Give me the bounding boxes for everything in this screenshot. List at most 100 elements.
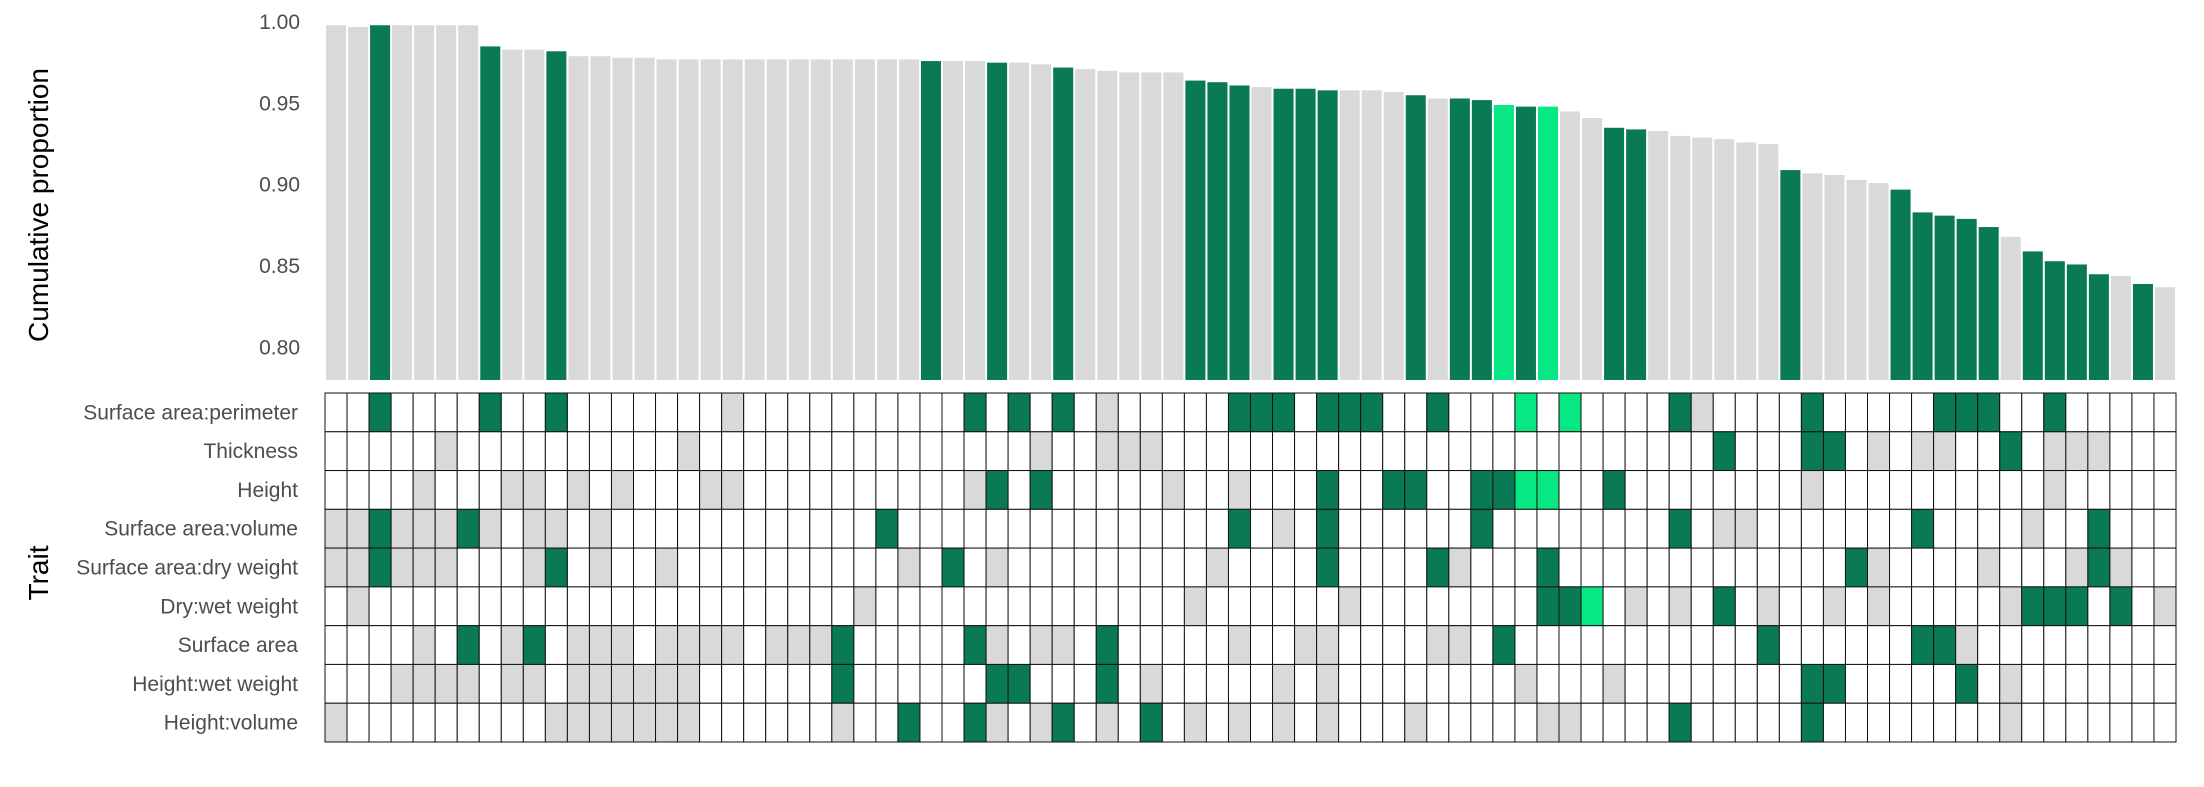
bar bbox=[876, 59, 897, 380]
matrix-cell bbox=[1822, 470, 1846, 510]
matrix-cell bbox=[1404, 586, 1428, 627]
matrix-cell bbox=[1977, 470, 2001, 510]
matrix-cell bbox=[1250, 702, 1274, 743]
matrix-cell bbox=[831, 431, 855, 472]
matrix-cell bbox=[765, 392, 789, 433]
bar bbox=[1075, 69, 1096, 380]
matrix-cell bbox=[1051, 586, 1075, 627]
matrix-cell bbox=[390, 625, 414, 665]
bar bbox=[1802, 173, 1823, 380]
matrix-cell bbox=[1404, 392, 1428, 433]
matrix-cell bbox=[1756, 702, 1780, 743]
matrix-cell bbox=[1911, 547, 1935, 588]
matrix-cell bbox=[2109, 625, 2133, 665]
matrix-cell bbox=[655, 392, 679, 433]
matrix-cell bbox=[1778, 663, 1802, 704]
matrix-cell bbox=[2131, 392, 2155, 433]
matrix-cell bbox=[1029, 470, 1053, 510]
matrix-cell bbox=[1205, 392, 1229, 433]
matrix-cell bbox=[434, 625, 458, 665]
matrix-cell bbox=[1911, 508, 1935, 549]
matrix-cell bbox=[2087, 663, 2111, 704]
matrix-cell bbox=[478, 392, 502, 433]
bar bbox=[1361, 90, 1382, 380]
matrix-cell bbox=[809, 702, 833, 743]
matrix-cell bbox=[1007, 625, 1031, 665]
matrix-cell bbox=[1294, 547, 1318, 588]
matrix-cell bbox=[963, 702, 987, 743]
matrix-cell bbox=[412, 508, 436, 549]
matrix-cell bbox=[1514, 392, 1538, 433]
matrix-cell bbox=[1029, 547, 1053, 588]
matrix-cell bbox=[390, 547, 414, 588]
matrix-cell bbox=[1426, 702, 1450, 743]
matrix-cell bbox=[434, 392, 458, 433]
matrix-cell bbox=[1382, 392, 1406, 433]
matrix-cell bbox=[941, 547, 965, 588]
matrix-cell bbox=[1514, 663, 1538, 704]
matrix-cell bbox=[2065, 392, 2089, 433]
matrix-cell bbox=[1029, 586, 1053, 627]
matrix-cell bbox=[1712, 586, 1736, 627]
matrix-cell bbox=[368, 547, 392, 588]
matrix-cell bbox=[831, 392, 855, 433]
matrix-cell bbox=[655, 547, 679, 588]
matrix-cell bbox=[1536, 431, 1560, 472]
matrix-cell bbox=[1051, 392, 1075, 433]
matrix-cell bbox=[2109, 547, 2133, 588]
matrix-cell bbox=[1294, 586, 1318, 627]
matrix-cell bbox=[1316, 547, 1340, 588]
matrix-cell bbox=[699, 508, 723, 549]
matrix-cell bbox=[633, 702, 657, 743]
matrix-cell bbox=[1955, 586, 1979, 627]
matrix-cell bbox=[1183, 625, 1207, 665]
matrix-cell bbox=[809, 547, 833, 588]
bar bbox=[546, 51, 567, 381]
matrix-cell bbox=[941, 663, 965, 704]
matrix-cell bbox=[1933, 392, 1957, 433]
matrix-cell bbox=[1161, 470, 1185, 510]
matrix-cell bbox=[1205, 702, 1229, 743]
matrix-cell bbox=[412, 586, 436, 627]
matrix-cell bbox=[941, 392, 965, 433]
bar bbox=[458, 25, 479, 380]
matrix-cell bbox=[456, 431, 480, 472]
matrix-cell bbox=[1470, 547, 1494, 588]
matrix-cell bbox=[500, 586, 524, 627]
matrix-cell bbox=[478, 625, 502, 665]
matrix-cell bbox=[919, 431, 943, 472]
matrix-cell bbox=[522, 702, 546, 743]
matrix-cell bbox=[1999, 586, 2023, 627]
matrix-cell bbox=[1558, 702, 1582, 743]
matrix-cell bbox=[1646, 547, 1670, 588]
matrix-cell bbox=[1955, 547, 1979, 588]
matrix-cell bbox=[588, 702, 612, 743]
matrix-cell bbox=[1756, 663, 1780, 704]
matrix-cell bbox=[1294, 625, 1318, 665]
matrix-cell bbox=[1470, 663, 1494, 704]
matrix-cell bbox=[1426, 625, 1450, 665]
matrix-cell bbox=[1536, 547, 1560, 588]
bar bbox=[1405, 95, 1426, 381]
matrix-cell bbox=[2065, 586, 2089, 627]
matrix-cell bbox=[1227, 431, 1251, 472]
matrix-cell bbox=[412, 547, 436, 588]
matrix-grid bbox=[324, 392, 2177, 743]
matrix-cell bbox=[743, 431, 767, 472]
matrix-cell bbox=[1756, 470, 1780, 510]
matrix-cell bbox=[610, 702, 635, 743]
bar bbox=[1537, 106, 1558, 381]
matrix-cell bbox=[897, 470, 921, 510]
bar bbox=[1736, 142, 1757, 380]
matrix-cell bbox=[588, 431, 612, 472]
matrix-cell bbox=[765, 702, 789, 743]
bar bbox=[965, 61, 986, 381]
matrix-cell bbox=[1646, 392, 1670, 433]
matrix-cell bbox=[699, 702, 723, 743]
matrix-cell bbox=[655, 586, 679, 627]
matrix-cell bbox=[985, 431, 1009, 472]
matrix-cell bbox=[1999, 625, 2023, 665]
matrix-cell bbox=[1933, 508, 1957, 549]
matrix-cell bbox=[412, 470, 436, 510]
matrix-cell bbox=[2043, 470, 2067, 510]
